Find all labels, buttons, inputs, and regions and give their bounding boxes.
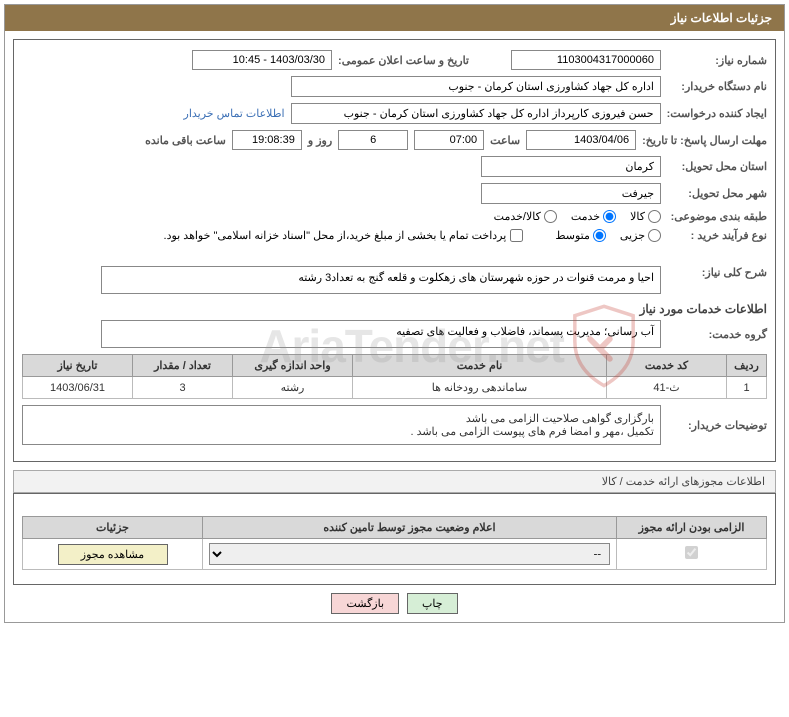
category-label: طبقه بندی موضوعی: [667,210,767,223]
mandatory-checkbox [685,546,698,559]
radio-partial[interactable]: جزیی [620,229,661,242]
buyer-notes-label: توضیحات خریدار: [667,419,767,432]
cell-status: -- [203,539,617,570]
th-date: تاریخ نیاز [23,355,133,377]
footer-buttons: چاپ بازگشت [5,593,784,614]
radio-goods[interactable]: کالا [630,210,661,223]
deadline-date: 1403/04/06 [526,130,636,150]
province-value: کرمان [481,156,661,177]
services-table: ردیف کد خدمت نام خدمت واحد اندازه گیری ت… [22,354,767,399]
cell-date: 1403/06/31 [23,377,133,399]
treasury-check[interactable]: پرداخت تمام یا بخشی از مبلغ خرید،از محل … [164,229,524,242]
process-radio-group: جزیی متوسط [555,229,661,242]
announce-label: تاریخ و ساعت اعلان عمومی: [338,54,469,67]
licenses-section-title: اطلاعات مجوزهای ارائه خدمت / کالا [13,470,776,493]
service-group-value: آب رسانی؛ مدیریت پسماند، فاضلاب و فعالیت… [101,320,661,348]
deadline-label: مهلت ارسال پاسخ: تا تاریخ: [642,134,767,147]
radio-medium[interactable]: متوسط [555,229,606,242]
buyer-org-label: نام دستگاه خریدار: [667,80,767,93]
hms-remaining: 19:08:39 [232,130,302,150]
cell-name: ساماندهی رودخانه ها [353,377,607,399]
licenses-table: الزامی بودن ارائه مجوز اعلام وضعیت مجوز … [22,516,767,570]
buyer-notes: بارگزاری گواهی صلاحیت الزامی می باشد تکم… [22,405,661,445]
th-status: اعلام وضعیت مجوز توسط تامین کننده [203,517,617,539]
licenses-panel: الزامی بودن ارائه مجوز اعلام وضعیت مجوز … [13,493,776,585]
province-label: استان محل تحویل: [667,160,767,173]
city-value: جیرفت [481,183,661,204]
requester-value: حسن فیروزی کارپرداز اداره کل جهاد کشاورز… [291,103,661,124]
back-button[interactable]: بازگشت [331,593,399,614]
cell-mandatory [617,539,767,570]
buyer-notes-line2: تکمیل ،مهر و امضا فرم های پیوست الزامی م… [29,425,654,438]
th-qty: تعداد / مقدار [133,355,233,377]
summary-label: شرح کلی نیاز: [667,266,767,279]
th-unit: واحد اندازه گیری [233,355,353,377]
summary-text: احیا و مرمت قنوات در حوزه شهرستان های زه… [101,266,661,294]
cell-unit: رشته [233,377,353,399]
days-remaining: 6 [338,130,408,150]
buyer-notes-line1: بارگزاری گواهی صلاحیت الزامی می باشد [29,412,654,425]
buyer-org-value: اداره کل جهاد کشاورزی استان کرمان - جنوب [291,76,661,97]
th-details: جزئیات [23,517,203,539]
city-label: شهر محل تحویل: [667,187,767,200]
need-no-label: شماره نیاز: [667,54,767,67]
deadline-time: 07:00 [414,130,484,150]
th-row: ردیف [727,355,767,377]
cell-details: مشاهده مجوز [23,539,203,570]
announce-value: 1403/03/30 - 10:45 [192,50,332,70]
service-group-label: گروه خدمت: [667,328,767,341]
license-row: -- مشاهده مجوز [23,539,767,570]
buyer-contact-link[interactable]: اطلاعات تماس خریدار [184,107,285,120]
view-license-button[interactable]: مشاهده مجوز [58,544,168,565]
treasury-note: پرداخت تمام یا بخشی از مبلغ خرید،از محل … [164,229,507,242]
days-and-label: روز و [308,134,332,147]
print-button[interactable]: چاپ [407,593,458,614]
requester-label: ایجاد کننده درخواست: [667,107,767,120]
time-label: ساعت [490,134,520,147]
radio-both[interactable]: کالا/خدمت [494,210,557,223]
page-header: جزئیات اطلاعات نیاز [5,5,784,31]
th-mandatory: الزامی بودن ارائه مجوز [617,517,767,539]
remaining-suffix: ساعت باقی مانده [145,134,226,147]
th-code: کد خدمت [607,355,727,377]
table-row: 1 ث-41 ساماندهی رودخانه ها رشته 3 1403/0… [23,377,767,399]
status-select[interactable]: -- [209,543,610,565]
process-label: نوع فرآیند خرید : [667,229,767,242]
cell-idx: 1 [727,377,767,399]
details-panel: شماره نیاز: 1103004317000060 تاریخ و ساع… [13,39,776,462]
services-info-title: اطلاعات خدمات مورد نیاز [22,302,767,316]
radio-service[interactable]: خدمت [571,210,616,223]
category-radio-group: کالا خدمت کالا/خدمت [494,210,661,223]
th-name: نام خدمت [353,355,607,377]
need-no-value: 1103004317000060 [511,50,661,70]
cell-qty: 3 [133,377,233,399]
cell-code: ث-41 [607,377,727,399]
